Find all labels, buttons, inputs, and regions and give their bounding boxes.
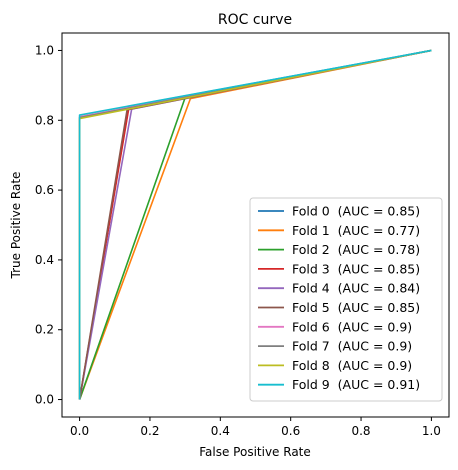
y-tick-label: 1.0: [35, 43, 54, 57]
y-tick-label: 0.8: [35, 113, 54, 127]
legend-box: [249, 197, 443, 402]
legend-entry-label: Fold 6 (AUC = 0.9): [292, 319, 412, 334]
x-tick-label: 0.0: [70, 424, 89, 438]
series-line-fold-9: [78, 49, 432, 400]
x-tick-label: 0.8: [351, 424, 370, 438]
legend-entry-label: Fold 5 (AUC = 0.85): [292, 300, 420, 315]
y-axis-label: True Positive Rate: [9, 172, 23, 280]
legend-entry-label: Fold 9 (AUC = 0.91): [292, 377, 420, 392]
x-tick-label: 0.2: [140, 424, 159, 438]
legend-entry-label: Fold 4 (AUC = 0.84): [292, 281, 420, 296]
legend-entry-label: Fold 0 (AUC = 0.85): [292, 204, 420, 219]
x-axis-label: False Positive Rate: [199, 445, 311, 459]
y-tick-label: 0.6: [35, 183, 54, 197]
legend-entry-label: Fold 2 (AUC = 0.78): [292, 242, 420, 257]
chart-title: ROC curve: [218, 12, 292, 28]
legend: Fold 0 (AUC = 0.85) Fold 1 (AUC = 0.77) Fo…: [249, 197, 443, 402]
x-tick-label: 1.0: [422, 424, 441, 438]
legend-entry-label: Fold 1 (AUC = 0.77): [292, 223, 420, 238]
y-tick-label: 0.0: [35, 393, 54, 407]
x-axis-ticks: 0.0 0.2 0.4 0.6 0.8 1.0: [70, 417, 441, 438]
legend-entry-label: Fold 3 (AUC = 0.85): [292, 261, 420, 276]
series-lines: [78, 49, 432, 400]
plot-frame: [61, 32, 450, 418]
x-tick-label: 0.6: [281, 424, 300, 438]
y-tick-label: 0.2: [35, 323, 54, 337]
legend-entry-label: Fold 7 (AUC = 0.9): [292, 339, 412, 354]
y-tick-label: 0.4: [35, 253, 54, 267]
x-tick-label: 0.4: [211, 424, 230, 438]
y-axis-ticks: 0.0 0.2 0.4 0.6 0.8 1.0: [35, 43, 62, 407]
legend-entry-label: Fold 8 (AUC = 0.9): [292, 358, 412, 373]
